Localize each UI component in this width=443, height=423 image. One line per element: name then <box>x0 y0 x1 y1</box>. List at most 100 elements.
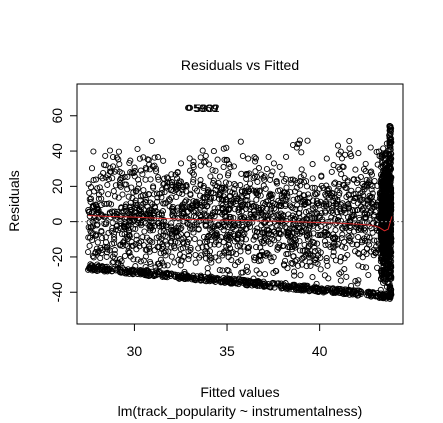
data-point <box>186 155 193 162</box>
data-point <box>310 197 317 204</box>
data-point <box>317 223 324 230</box>
data-point <box>211 205 218 212</box>
data-point <box>237 257 244 264</box>
data-point <box>161 189 168 196</box>
data-point <box>387 283 394 290</box>
data-point <box>180 211 187 218</box>
data-point <box>229 189 236 196</box>
data-point <box>212 254 219 261</box>
data-point <box>262 185 269 192</box>
data-point <box>206 161 213 168</box>
data-point <box>215 241 222 248</box>
data-point <box>168 205 176 212</box>
data-point <box>90 148 97 155</box>
data-point <box>328 214 335 221</box>
data-point <box>285 244 292 251</box>
data-point <box>282 202 289 210</box>
data-point <box>374 246 382 253</box>
data-point <box>337 258 344 265</box>
data-point <box>263 249 271 257</box>
data-point <box>164 224 171 231</box>
data-point <box>338 269 345 276</box>
data-point <box>252 279 259 286</box>
data-point <box>324 262 331 269</box>
data-point <box>350 197 357 204</box>
data-point <box>323 155 330 162</box>
data-point <box>128 206 135 213</box>
data-point <box>299 254 306 262</box>
data-point <box>125 193 132 200</box>
data-point <box>341 175 348 182</box>
data-point <box>119 191 126 198</box>
data-point <box>364 200 371 207</box>
data-point <box>358 288 365 295</box>
data-point <box>141 269 148 276</box>
data-point <box>255 205 263 212</box>
data-point <box>387 292 394 299</box>
x-tick-label: 35 <box>219 343 235 359</box>
outlier-label: 5832 <box>195 103 219 115</box>
data-point <box>295 285 302 292</box>
data-point <box>364 197 371 204</box>
data-point <box>86 189 93 196</box>
data-point <box>285 211 292 218</box>
data-point <box>226 180 233 187</box>
data-point <box>118 231 126 238</box>
data-point <box>283 196 290 203</box>
data-point <box>282 223 289 230</box>
data-point <box>205 188 212 195</box>
data-point <box>388 139 395 146</box>
data-point <box>86 208 93 216</box>
data-point <box>304 137 311 144</box>
data-point <box>343 273 350 280</box>
data-point <box>368 248 375 255</box>
data-point <box>168 220 175 227</box>
data-point <box>374 290 381 297</box>
data-point <box>96 184 103 191</box>
data-point <box>309 274 316 281</box>
x-axis-title: Fitted values <box>200 384 279 400</box>
data-point <box>207 198 214 205</box>
data-point <box>300 217 307 224</box>
data-point <box>299 247 306 254</box>
data-point <box>191 209 198 216</box>
data-point <box>111 250 118 257</box>
data-point <box>160 223 167 230</box>
data-point <box>326 190 333 197</box>
data-point <box>210 180 217 187</box>
data-point <box>291 272 298 279</box>
data-point <box>358 239 366 246</box>
data-point <box>377 171 385 178</box>
data-point <box>362 214 369 221</box>
data-point <box>168 253 175 260</box>
data-point <box>177 262 184 269</box>
data-point <box>331 240 338 247</box>
data-point <box>139 234 146 241</box>
data-point <box>359 254 366 261</box>
data-point <box>125 232 132 239</box>
data-point <box>292 244 299 251</box>
data-point <box>207 212 215 220</box>
data-point <box>307 262 314 269</box>
data-point <box>199 244 206 251</box>
data-point <box>367 207 374 214</box>
data-point <box>210 177 217 184</box>
data-point <box>89 237 96 244</box>
data-point <box>335 151 342 158</box>
data-point <box>237 138 244 145</box>
data-point <box>98 195 105 202</box>
data-point <box>196 239 203 246</box>
data-point <box>203 212 210 219</box>
data-point <box>339 200 346 207</box>
data-point <box>314 232 322 239</box>
data-point <box>346 234 353 241</box>
data-point <box>117 183 124 190</box>
y-tick-label: -20 <box>49 247 65 267</box>
data-point <box>206 256 213 263</box>
data-point <box>176 251 184 258</box>
data-point <box>291 243 298 250</box>
data-point <box>111 240 118 247</box>
data-point <box>298 166 305 173</box>
